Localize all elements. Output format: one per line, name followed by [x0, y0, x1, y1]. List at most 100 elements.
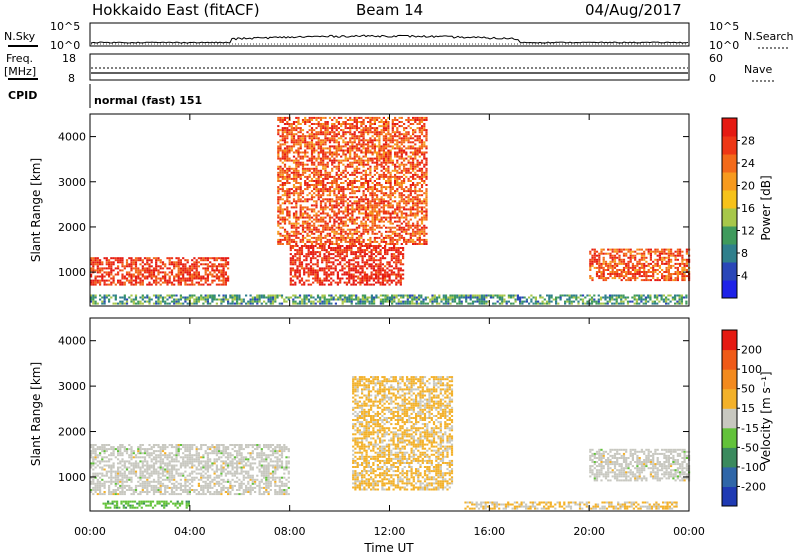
heatmap-cell [317, 182, 320, 184]
heatmap-cell [291, 247, 295, 249]
heatmap-cell [414, 216, 417, 219]
heatmap-cell [387, 202, 390, 205]
heatmap-cell [384, 245, 387, 247]
heatmap-cell [307, 263, 310, 266]
heatmap-cell [317, 228, 320, 231]
heatmap-cell [418, 224, 421, 227]
heatmap-cell [188, 277, 191, 280]
heatmap-cell [402, 249, 405, 252]
heatmap-cell [405, 151, 408, 154]
heatmap-cell [110, 281, 113, 284]
heatmap-cell [317, 125, 320, 128]
heatmap-cell [373, 167, 376, 170]
heatmap-cell [292, 139, 296, 142]
heatmap-cell [391, 169, 394, 172]
heatmap-cell [222, 265, 225, 268]
heatmap-cell [295, 212, 298, 215]
heatmap-cell [407, 200, 410, 203]
heatmap-cell [337, 159, 340, 162]
heatmap-cell [161, 298, 165, 301]
heatmap-cell [385, 175, 388, 178]
heatmap-cell [155, 261, 158, 264]
heatmap-cell [360, 198, 363, 201]
heatmap-cell [398, 141, 401, 144]
heatmap-cell [341, 251, 344, 254]
heatmap-cell [215, 265, 218, 268]
heatmap-cell [286, 155, 289, 158]
heatmap-cell [568, 296, 571, 299]
heatmap-cell [337, 165, 340, 168]
heatmap-cell [349, 212, 352, 215]
heatmap-cell [279, 171, 282, 174]
heatmap-cell [296, 259, 299, 262]
heatmap-cell [366, 259, 369, 262]
heatmap-cell [364, 298, 367, 301]
heatmap-cell [324, 125, 327, 128]
heatmap-cell [405, 133, 408, 136]
heatmap-cell [306, 224, 309, 227]
heatmap-cell [315, 131, 318, 134]
heatmap-cell [337, 131, 340, 134]
heatmap-cell [405, 147, 408, 150]
heatmap-cell [170, 296, 174, 299]
heatmap-cell [371, 228, 374, 231]
heatmap-cell [478, 296, 481, 299]
heatmap-cell [394, 216, 397, 219]
heatmap-cell [368, 255, 371, 258]
heatmap-cell [373, 151, 376, 154]
heatmap-cell [589, 260, 592, 263]
heatmap-cell [281, 129, 284, 132]
heatmap-cell [281, 121, 284, 123]
heatmap-cell [387, 167, 390, 170]
heatmap-cell [292, 194, 296, 197]
heatmap-cell [325, 257, 328, 260]
heatmap-cell [406, 294, 409, 297]
heatmap-cell [308, 216, 311, 219]
heatmap-cell [286, 238, 289, 241]
heatmap-cell [299, 143, 302, 146]
heatmap-cell [403, 226, 406, 229]
heatmap-cell [358, 135, 361, 138]
heatmap-cell [394, 200, 397, 203]
heatmap-cell [298, 257, 301, 260]
heatmap-cell [335, 171, 338, 174]
heatmap-cell [306, 186, 309, 189]
heatmap-cell [134, 277, 138, 280]
heatmap-cell [358, 238, 361, 241]
heatmap-cell [405, 153, 408, 156]
heatmap-cell [340, 171, 343, 174]
heatmap-cell [380, 161, 383, 164]
heatmap-cell [355, 159, 358, 162]
heatmap-cell [431, 300, 434, 303]
heatmap-cell [351, 143, 354, 146]
heatmap-cell [370, 273, 373, 276]
heatmap-cell [337, 123, 340, 125]
heatmap-cell [319, 236, 323, 239]
heatmap-cell [387, 161, 390, 164]
heatmap-cell [345, 261, 348, 264]
heatmap-cell [409, 238, 412, 241]
heatmap-cell [359, 271, 362, 274]
heatmap-cell [555, 296, 558, 299]
heatmap-cell [224, 298, 227, 301]
heatmap-cell [168, 271, 171, 274]
heatmap-cell [521, 300, 524, 303]
heatmap-cell [249, 298, 252, 301]
heatmap-cell [134, 296, 138, 299]
heatmap-cell [281, 177, 284, 180]
heatmap-cell [400, 294, 403, 297]
heatmap-cell [389, 180, 392, 182]
heatmap-cell [123, 267, 126, 270]
heatmap-cell [604, 277, 608, 280]
heatmap-cell [395, 259, 398, 262]
heatmap-cell [323, 245, 326, 247]
heatmap-cell [407, 196, 410, 199]
heatmap-cell [425, 232, 428, 235]
heatmap-cell [629, 300, 632, 303]
heatmap-cell [396, 155, 399, 158]
heatmap-cell [303, 296, 306, 299]
heatmap-cell [318, 267, 322, 270]
heatmap-cell [557, 302, 560, 305]
heatmap-cell [344, 127, 347, 130]
heatmap-cell [390, 273, 393, 276]
